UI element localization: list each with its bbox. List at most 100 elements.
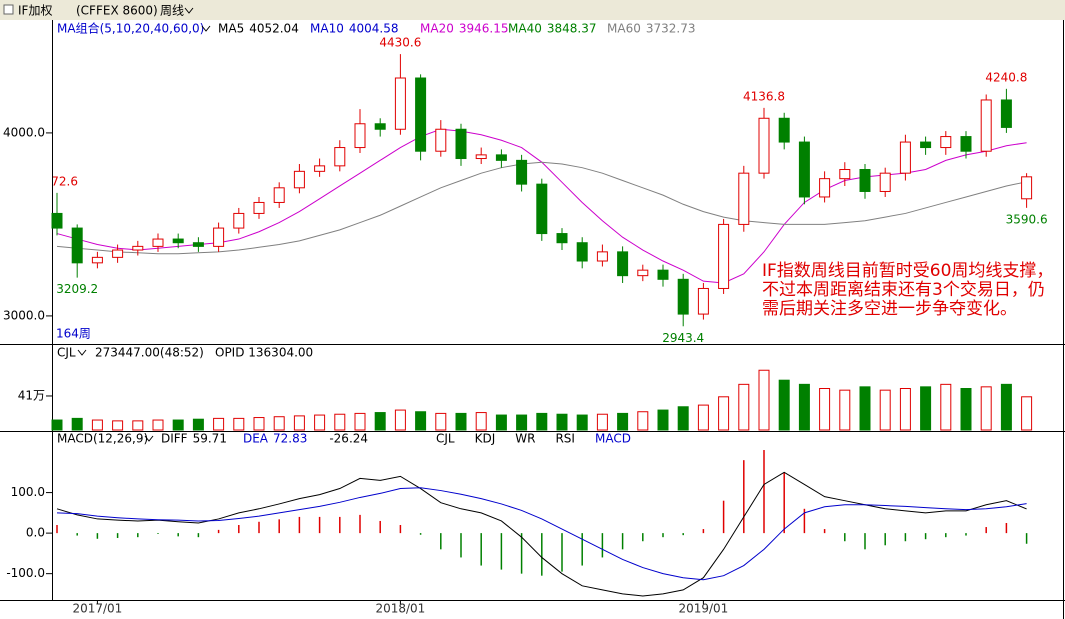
candle-body xyxy=(617,251,629,277)
title-bar xyxy=(0,0,1065,20)
candle-body xyxy=(314,165,326,172)
volume-bar xyxy=(334,413,346,431)
volume-bar xyxy=(394,409,406,431)
candle-body xyxy=(51,212,63,229)
price-label: 3209.2 xyxy=(56,282,98,296)
candle-body xyxy=(940,136,952,149)
volume-bar xyxy=(536,412,548,431)
dropdown-icon[interactable] xyxy=(201,25,211,32)
indicator-tab[interactable]: KDJ xyxy=(475,432,496,446)
candle-body xyxy=(1021,176,1033,200)
candle-body xyxy=(697,287,709,315)
volume-bar xyxy=(798,383,810,431)
ma-line xyxy=(56,161,1027,255)
volume-bar xyxy=(596,413,608,431)
indicator-title: MACD(12,26,9) xyxy=(57,432,148,446)
candle-body xyxy=(758,117,770,174)
volume-bar xyxy=(697,404,709,431)
legend-value: 4052.04 xyxy=(249,22,299,36)
candle-body xyxy=(455,128,467,160)
candle-body xyxy=(354,123,366,149)
indicator-title[interactable]: MA组合(5,10,20,40,60,0) xyxy=(57,21,204,36)
volume-bar xyxy=(899,388,911,431)
volume-bar xyxy=(435,412,447,431)
volume-value: 273447.00(48:52) xyxy=(95,346,204,360)
price-label: 2943.4 xyxy=(662,331,704,345)
y-tick-label: 100.0 xyxy=(11,485,45,499)
volume-bar xyxy=(314,414,326,431)
legend-value: 4004.58 xyxy=(349,22,399,36)
candle-body xyxy=(132,245,144,251)
volume-bar xyxy=(415,411,427,431)
legend-name: DEA xyxy=(243,432,269,446)
candle-body xyxy=(91,256,103,264)
volume-bar xyxy=(778,379,790,431)
indicator-tab[interactable]: MACD xyxy=(595,432,631,446)
period[interactable]: 周线 xyxy=(160,4,184,18)
volume-bar xyxy=(516,414,528,431)
volume-bar xyxy=(576,414,588,431)
volume-bar xyxy=(495,414,507,431)
dropdown-icon[interactable] xyxy=(144,435,154,442)
candle-body xyxy=(980,99,992,152)
price-label: 4240.8 xyxy=(985,70,1027,84)
candle-body xyxy=(637,269,649,277)
price-label: 3672.6 xyxy=(36,174,78,188)
indicator-tab[interactable]: RSI xyxy=(555,432,575,446)
candle-body xyxy=(334,147,346,167)
indicator-tab[interactable]: WR xyxy=(515,432,535,446)
candle-body xyxy=(738,172,750,225)
candle-body xyxy=(516,159,528,185)
indicator-tab[interactable]: CJL xyxy=(436,432,455,446)
price-label: 4430.6 xyxy=(379,36,421,50)
candle-body xyxy=(778,117,790,143)
candle-body xyxy=(112,249,124,258)
x-tick-label: 2019/01 xyxy=(678,602,728,616)
legend-name: MA10 xyxy=(310,22,344,36)
opid-value: OPID 136304.00 xyxy=(215,346,313,360)
candle-body xyxy=(657,269,669,280)
volume-bar xyxy=(354,412,366,431)
volume-bar xyxy=(1021,396,1033,431)
candle-body xyxy=(677,278,689,315)
volume-bar xyxy=(1000,383,1012,431)
volume-bar xyxy=(677,406,689,431)
volume-bar xyxy=(253,417,265,431)
dropdown-icon[interactable] xyxy=(77,349,87,356)
candle-body xyxy=(798,141,810,198)
volume-bar xyxy=(738,383,750,431)
code: (CFFEX 8600) xyxy=(76,4,158,18)
volume-bar xyxy=(960,388,972,431)
volume-bar xyxy=(758,369,770,431)
candle-body xyxy=(233,212,245,229)
volume-bar xyxy=(475,412,487,431)
dropdown-icon[interactable] xyxy=(184,7,194,14)
candle-body xyxy=(71,227,83,264)
volume-bar xyxy=(112,420,124,431)
volume-bar xyxy=(374,412,386,431)
candle-body xyxy=(839,169,851,180)
candle-body xyxy=(374,123,386,130)
volume-bar xyxy=(940,383,952,431)
price-label: 3590.6 xyxy=(1006,212,1048,226)
candle-body xyxy=(152,238,164,247)
macd-line xyxy=(56,487,1027,581)
candle-body xyxy=(475,154,487,160)
y-tick-label: 3000.0 xyxy=(3,308,45,322)
volume-bar xyxy=(192,418,204,431)
candle-body xyxy=(899,141,911,174)
indicator-title: CJL xyxy=(57,346,76,360)
candle-body xyxy=(495,154,507,161)
volume-bar xyxy=(920,386,932,431)
legend-value: 3732.73 xyxy=(646,22,696,36)
candle-body xyxy=(960,136,972,152)
legend-name: DIFF xyxy=(161,432,188,446)
candle-body xyxy=(273,187,285,203)
volume-bar xyxy=(91,419,103,431)
legend-name: MA60 xyxy=(607,22,641,36)
candle-body xyxy=(718,223,730,289)
y-tick-label: 0.0 xyxy=(26,526,45,540)
volume-bar xyxy=(455,412,467,431)
